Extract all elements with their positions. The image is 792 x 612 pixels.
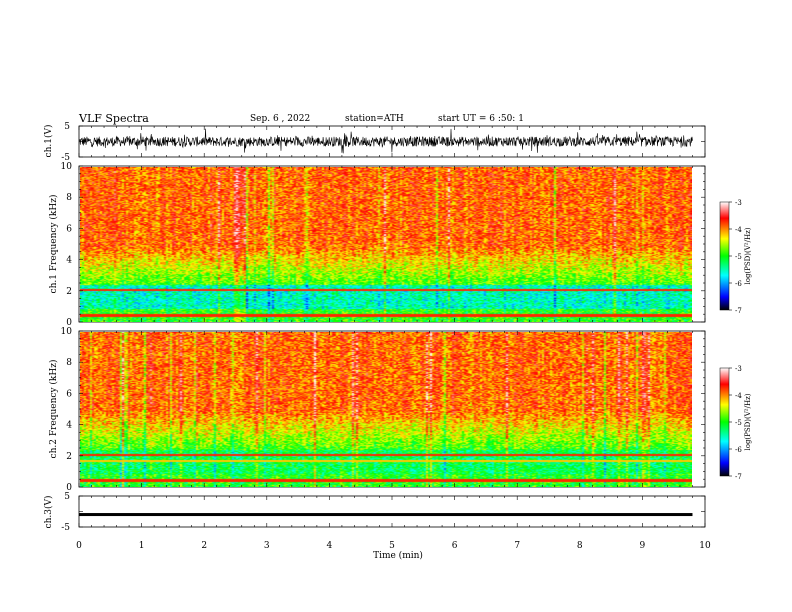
colorbar-ch2-scale: [719, 367, 730, 477]
ch2-y-tick-label: 10: [61, 327, 73, 337]
ch2-spectrogram-ylabel: ch.2 Frequency (kHz): [48, 360, 59, 459]
axes-group: 0 1 2 3 4 5 6 7 8 9 10024681002468105-55-5-3-4-5-6…: [61, 122, 743, 551]
ch2-y-tick-label: 4: [66, 421, 72, 431]
x-axis-title: Time (min): [373, 550, 423, 561]
ch1-waveform-ylabel: ch.1(V): [43, 125, 54, 158]
colorbar-ch2-tick-label: -6: [735, 446, 742, 454]
ch1-waveform-trace: [78, 128, 693, 154]
colorbar-ch2-label: log(PSD)(V²/Hz): [744, 393, 752, 450]
colorbar-ch1-scale: [719, 201, 730, 311]
ch2-y-tick-label: 2: [66, 452, 72, 462]
colorbar-ch2-tick-label: -3: [735, 365, 742, 373]
colorbar-ch1-tick-label: -7: [735, 307, 742, 315]
colorbar-ch1-tick-label: -5: [735, 253, 742, 261]
ch1-y-tick-label: 0: [66, 318, 72, 328]
x-tick-label: 8: [577, 541, 583, 551]
ch1-wave-y-tick-label: 5: [64, 122, 70, 132]
x-tick-label: 4: [327, 541, 333, 551]
x-tick-label: 10: [699, 541, 711, 551]
colorbar-ch1: log(PSD)(V²/Hz): [719, 201, 752, 311]
date-label: Sep. 6 , 2022: [250, 114, 311, 124]
colorbar-ch2-tick-label: -5: [735, 419, 742, 427]
start-time-label: start UT = 6 :50: 1: [438, 114, 524, 124]
ch1-y-tick-label: 8: [66, 193, 72, 203]
ch2-y-tick-label: 8: [66, 358, 72, 368]
chart-title: VLF Spectra: [79, 112, 149, 125]
x-tick-label: 0: [76, 541, 82, 551]
ch2-y-tick-label: 0: [66, 483, 72, 493]
ch2-spectrogram: [80, 332, 692, 487]
colorbar-ch1-tick-label: -3: [735, 199, 742, 207]
colorbar-ch1-label: log(PSD)(V²/Hz): [744, 227, 752, 284]
x-tick-label: 7: [514, 541, 520, 551]
colorbar-ch2-tick-label: -7: [735, 473, 742, 481]
ch3-wave-y-tick-label: -5: [61, 523, 70, 533]
x-tick-label: 5: [389, 541, 395, 551]
colorbar-ch1-tick-label: -4: [735, 226, 742, 234]
x-tick-label: 9: [640, 541, 646, 551]
ch2-y-tick-label: 6: [66, 389, 72, 399]
station-label: station=ATH: [345, 114, 404, 124]
ch3-waveform-ylabel: ch.3(V): [43, 496, 54, 529]
ch1-y-tick-label: 2: [66, 287, 72, 297]
x-tick-label: 1: [139, 541, 145, 551]
ch1-y-tick-label: 10: [61, 162, 73, 172]
x-tick-label: 2: [201, 541, 207, 551]
ch3-waveform-frame: [78, 495, 706, 528]
ch1-wave-y-tick-label: -5: [61, 153, 70, 163]
x-tick-label: 3: [264, 541, 270, 551]
ch1-spectrogram-ylabel: ch.1 Frequency (kHz): [48, 195, 59, 294]
ch3-wave-y-tick-label: 5: [64, 492, 70, 502]
ch3-waveform-trace: [79, 513, 693, 517]
colorbar-ch2-tick-label: -4: [735, 392, 742, 400]
colorbar-ch2: log(PSD)(V²/Hz): [719, 367, 752, 477]
x-tick-label: 6: [452, 541, 458, 551]
ch1-y-tick-label: 4: [66, 256, 72, 266]
colorbar-ch1-tick-label: -6: [735, 280, 742, 288]
ch1-spectrogram: [80, 167, 692, 322]
ch1-y-tick-label: 6: [66, 224, 72, 234]
